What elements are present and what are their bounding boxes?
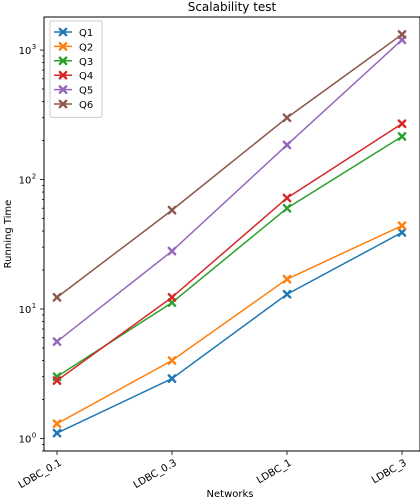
legend-item-Q6: Q6 <box>54 99 93 111</box>
legend-item-Q5: Q5 <box>54 85 93 97</box>
x-axis: LDBC_0.1 LDBC_0.3 LDBC_1 LDBC_3 <box>17 451 409 491</box>
y-tick-exponent-1: 1 <box>32 302 36 310</box>
data-point-Q4-0 <box>52 376 62 385</box>
y-tick-label-2: 10 <box>19 176 32 187</box>
legend: Q1 Q2 Q3 Q4 Q5 Q6 <box>49 20 103 118</box>
x-tick-label-0: LDBC_0.1 <box>17 458 64 491</box>
y-tick-exponent-0: 0 <box>32 431 36 439</box>
legend-marker-Q1 <box>58 27 68 37</box>
y-tick-exponent-3: 3 <box>32 43 36 51</box>
legend-label-Q5: Q5 <box>79 86 93 97</box>
series-Q3 <box>52 132 407 382</box>
data-point-Q3-3 <box>397 132 407 141</box>
data-point-Q3-2 <box>282 203 292 213</box>
data-point-Q5-2 <box>282 140 292 150</box>
legend-label-Q4: Q4 <box>79 71 93 82</box>
legend-item-Q1: Q1 <box>54 27 93 39</box>
data-point-Q6-1 <box>167 205 177 215</box>
series-Q5 <box>52 35 407 346</box>
legend-box <box>49 20 103 118</box>
data-point-Q5-0 <box>52 337 62 346</box>
series-line-Q3 <box>56 135 403 378</box>
data-point-Q2-0 <box>52 419 62 429</box>
data-point-Q1-0 <box>52 428 62 438</box>
data-point-Q6-3 <box>397 30 407 39</box>
series-layer <box>52 30 407 438</box>
plot-area <box>43 16 420 452</box>
plot-frame <box>43 16 420 452</box>
legend-marker-Q4 <box>58 70 68 80</box>
chart-title: Scalability test <box>188 0 277 14</box>
data-point-Q1-2 <box>282 289 292 299</box>
x-axis-label: Networks <box>207 489 254 500</box>
legend-marker-Q6 <box>58 99 68 109</box>
data-point-Q2-1 <box>167 356 177 365</box>
data-point-Q5-1 <box>167 246 177 256</box>
x-tick-label-2: LDBC_1 <box>255 458 294 487</box>
y-tick-label-0: 10 <box>19 434 32 445</box>
legend-item-Q2: Q2 <box>54 42 93 53</box>
series-line-Q4 <box>56 123 403 382</box>
legend-marker-Q3 <box>58 56 68 66</box>
data-point-Q2-2 <box>282 274 292 284</box>
y-tick-label-1: 10 <box>19 305 32 316</box>
y-tick-exponent-2: 2 <box>32 173 36 181</box>
series-Q2 <box>52 221 407 429</box>
series-line-Q1 <box>56 231 403 434</box>
data-point-Q4-3 <box>397 119 407 129</box>
series-Q4 <box>52 119 407 385</box>
data-point-Q6-2 <box>282 113 292 123</box>
data-point-Q1-1 <box>167 374 177 383</box>
series-Q6 <box>52 30 407 302</box>
x-tick-label-3: LDBC_3 <box>370 458 409 487</box>
x-tick-label-1: LDBC_0.3 <box>132 458 179 491</box>
legend-item-Q3: Q3 <box>54 56 93 68</box>
legend-item-Q4: Q4 <box>54 70 93 82</box>
legend-marker-Q2 <box>58 42 68 51</box>
series-Q1 <box>52 228 407 438</box>
data-point-Q6-0 <box>52 292 62 302</box>
y-axis-label: Running Time <box>3 200 14 269</box>
series-line-Q5 <box>56 39 403 343</box>
series-line-Q2 <box>56 224 403 425</box>
data-point-Q4-1 <box>167 292 177 302</box>
series-line-Q6 <box>56 33 403 298</box>
legend-label-Q3: Q3 <box>79 57 93 68</box>
data-point-Q1-3 <box>397 228 407 237</box>
legend-marker-Q5 <box>58 85 68 95</box>
legend-label-Q6: Q6 <box>79 100 93 111</box>
data-point-Q4-2 <box>282 193 292 203</box>
legend-label-Q1: Q1 <box>79 28 93 39</box>
legend-label-Q2: Q2 <box>79 42 93 53</box>
data-point-Q2-3 <box>397 221 407 231</box>
y-tick-label-3: 10 <box>19 46 32 57</box>
